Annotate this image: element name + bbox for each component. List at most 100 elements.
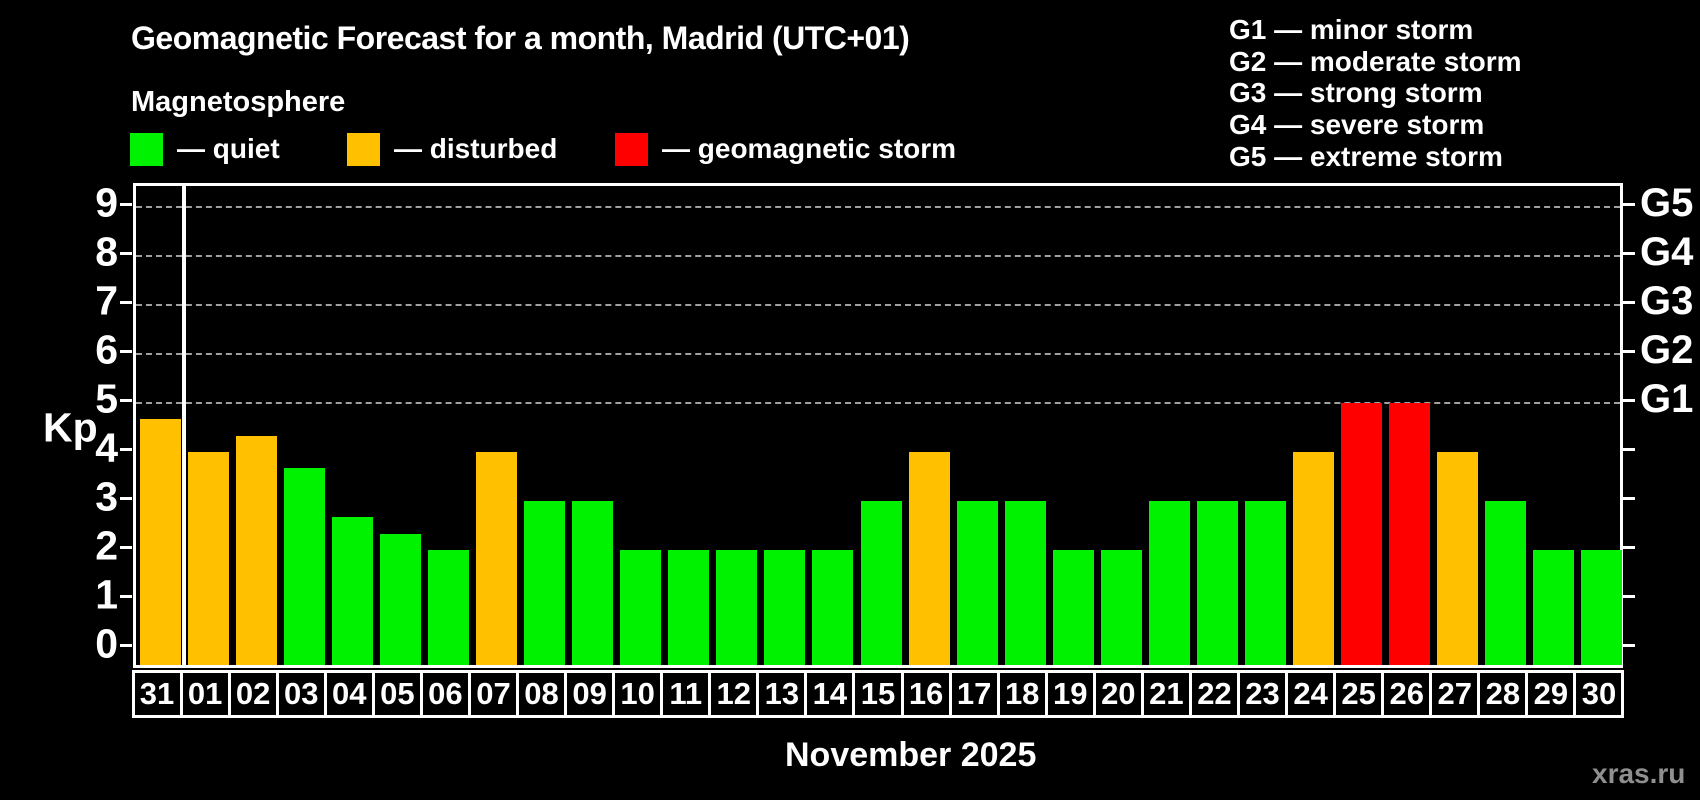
bar-day-07 [475, 452, 517, 665]
day-label-24: 24 [1285, 670, 1337, 718]
legend-item-quiet: — quiet [130, 131, 280, 167]
y-tick-label-8: 8 [95, 228, 118, 275]
bar-day-11 [668, 550, 710, 665]
day-label-05: 05 [371, 670, 423, 718]
bar-day-12 [716, 550, 758, 665]
y-tick-left-3 [120, 497, 132, 500]
x-axis-title: November 2025 [785, 736, 1037, 774]
chart-subtitle: Magnetosphere [131, 86, 346, 118]
y-tick-left-6 [120, 350, 132, 353]
y-tick-label-3: 3 [95, 473, 118, 520]
bar-day-01 [187, 452, 229, 665]
day-label-31: 31 [131, 670, 183, 718]
day-label-11: 11 [660, 670, 712, 718]
y-tick-left-9 [120, 203, 132, 206]
day-label-13: 13 [756, 670, 808, 718]
bar-day-29 [1533, 550, 1575, 665]
bar-day-10 [620, 550, 662, 665]
day-label-18: 18 [996, 670, 1048, 718]
bar-day-08 [524, 501, 566, 665]
y-tick-right-7 [1623, 301, 1635, 304]
bar-day-31 [139, 419, 181, 665]
day-label-16: 16 [900, 670, 952, 718]
quiet-color-swatch [130, 132, 163, 166]
y-tick-left-7 [120, 301, 132, 304]
right-axis-label-G5: G5 [1640, 181, 1694, 226]
y-tick-left-1 [120, 595, 132, 598]
day-label-08: 08 [516, 670, 568, 718]
storm-scale-g3: G3 — strong storm [1229, 77, 1483, 109]
legend-item-disturbed: — disturbed [347, 131, 557, 167]
storm-scale-legend: G1 — minor storm G2 — moderate storm G3 … [1229, 14, 1522, 173]
y-tick-left-0 [120, 644, 132, 647]
bar-day-09 [572, 501, 614, 665]
bar-day-25 [1341, 403, 1383, 665]
bar-day-22 [1196, 501, 1238, 665]
day-label-06: 06 [419, 670, 471, 718]
storm-scale-g1: G1 — minor storm [1229, 14, 1474, 45]
right-axis-label-G2: G2 [1640, 328, 1694, 373]
day-label-15: 15 [852, 670, 904, 718]
y-tick-right-9 [1623, 203, 1635, 206]
y-tick-left-5 [120, 399, 132, 402]
y-tick-label-9: 9 [95, 179, 118, 226]
day-label-20: 20 [1092, 670, 1144, 718]
day-label-27: 27 [1429, 670, 1481, 718]
y-tick-right-3 [1623, 497, 1635, 500]
y-tick-label-7: 7 [95, 277, 118, 324]
y-tick-left-2 [120, 546, 132, 549]
grid-line-kp-5 [136, 402, 1620, 404]
grid-line-kp-7 [136, 304, 1620, 306]
y-tick-label-1: 1 [95, 571, 118, 618]
day-label-29: 29 [1525, 670, 1577, 718]
watermark: xras.ru [1592, 758, 1686, 789]
storm-label: — geomagnetic storm [662, 133, 957, 164]
bar-day-04 [331, 517, 373, 665]
y-tick-right-0 [1623, 644, 1635, 647]
day-label-02: 02 [227, 670, 279, 718]
y-tick-right-6 [1623, 350, 1635, 353]
bar-day-26 [1389, 403, 1431, 665]
day-label-30: 30 [1573, 670, 1625, 718]
y-tick-label-5: 5 [95, 375, 118, 422]
bar-day-24 [1293, 452, 1335, 665]
bar-day-16 [908, 452, 950, 665]
y-tick-label-2: 2 [95, 522, 118, 569]
storm-scale-g4: G4 — severe storm [1229, 109, 1485, 141]
y-axis-title: Kp [43, 404, 98, 451]
bar-day-05 [379, 533, 421, 665]
bar-day-13 [764, 550, 806, 665]
quiet-label: — quiet [177, 133, 280, 164]
y-tick-right-8 [1623, 252, 1635, 255]
bar-day-18 [1004, 501, 1046, 665]
right-axis-label-G3: G3 [1640, 279, 1694, 324]
day-label-21: 21 [1140, 670, 1192, 718]
grid-line-kp-9 [136, 206, 1620, 208]
day-label-14: 14 [804, 670, 856, 718]
bar-day-02 [235, 435, 277, 665]
day-label-19: 19 [1044, 670, 1096, 718]
grid-line-kp-8 [136, 255, 1620, 257]
day-label-09: 09 [564, 670, 616, 718]
day-label-04: 04 [323, 670, 375, 718]
bar-day-14 [812, 550, 854, 665]
y-tick-label-6: 6 [95, 326, 118, 373]
y-tick-right-4 [1623, 448, 1635, 451]
disturbed-label: — disturbed [394, 133, 558, 164]
day-label-03: 03 [275, 670, 327, 718]
y-tick-label-0: 0 [95, 620, 118, 667]
y-tick-left-4 [120, 448, 132, 451]
right-axis-label-G4: G4 [1640, 230, 1694, 275]
y-tick-left-8 [120, 252, 132, 255]
storm-scale-g5: G5 — extreme storm [1229, 140, 1503, 172]
y-tick-label-4: 4 [95, 424, 118, 471]
day-label-12: 12 [708, 670, 760, 718]
legend-item-storm: — geomagnetic storm [615, 131, 956, 167]
right-axis-label-G1: G1 [1640, 377, 1694, 422]
bar-day-23 [1245, 501, 1287, 665]
day-label-17: 17 [948, 670, 1000, 718]
storm-color-swatch [615, 132, 648, 166]
chart-title: Geomagnetic Forecast for a month, Madrid… [131, 20, 910, 56]
day-label-25: 25 [1333, 670, 1385, 718]
